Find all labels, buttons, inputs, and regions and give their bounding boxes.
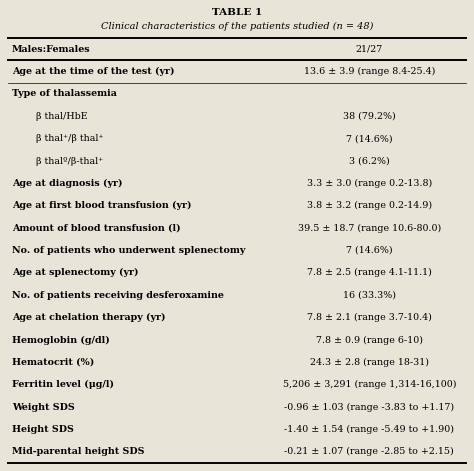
Text: TABLE 1: TABLE 1 (212, 8, 262, 17)
Text: 39.5 ± 18.7 (range 10.6-80.0): 39.5 ± 18.7 (range 10.6-80.0) (298, 224, 441, 233)
Text: 7.8 ± 2.1 (range 3.7-10.4): 7.8 ± 2.1 (range 3.7-10.4) (307, 313, 432, 322)
Text: Age at diagnosis (yr): Age at diagnosis (yr) (12, 179, 122, 188)
Text: 5,206 ± 3,291 (range 1,314-16,100): 5,206 ± 3,291 (range 1,314-16,100) (283, 380, 456, 389)
Text: 13.6 ± 3.9 (range 8.4-25.4): 13.6 ± 3.9 (range 8.4-25.4) (303, 67, 435, 76)
Text: Height SDS: Height SDS (12, 425, 74, 434)
Text: 7.8 ± 2.5 (range 4.1-11.1): 7.8 ± 2.5 (range 4.1-11.1) (307, 268, 432, 277)
Text: -0.96 ± 1.03 (range -3.83 to +1.17): -0.96 ± 1.03 (range -3.83 to +1.17) (284, 403, 455, 412)
Text: -0.21 ± 1.07 (range -2.85 to +2.15): -0.21 ± 1.07 (range -2.85 to +2.15) (284, 447, 454, 456)
Text: 38 (79.2%): 38 (79.2%) (343, 112, 396, 121)
Text: Clinical characteristics of the patients studied (n = 48): Clinical characteristics of the patients… (101, 22, 373, 31)
Text: Males:Females: Males:Females (12, 45, 91, 54)
Text: No. of patients receiving desferoxamine: No. of patients receiving desferoxamine (12, 291, 224, 300)
Text: Amount of blood transfusion (l): Amount of blood transfusion (l) (12, 224, 181, 233)
Text: β thal⁺/β thal⁺: β thal⁺/β thal⁺ (36, 134, 103, 143)
Text: 3.3 ± 3.0 (range 0.2-13.8): 3.3 ± 3.0 (range 0.2-13.8) (307, 179, 432, 188)
Text: No. of patients who underwent splenectomy: No. of patients who underwent splenectom… (12, 246, 246, 255)
Text: 16 (33.3%): 16 (33.3%) (343, 291, 396, 300)
Text: 21/27: 21/27 (356, 45, 383, 54)
Text: 24.3 ± 2.8 (range 18-31): 24.3 ± 2.8 (range 18-31) (310, 358, 429, 367)
Text: Hematocrit (%): Hematocrit (%) (12, 358, 94, 367)
Text: Age at the time of the test (yr): Age at the time of the test (yr) (12, 67, 174, 76)
Text: 7.8 ± 0.9 (range 6-10): 7.8 ± 0.9 (range 6-10) (316, 335, 423, 344)
Text: Age at splenectomy (yr): Age at splenectomy (yr) (12, 268, 138, 277)
Text: Weight SDS: Weight SDS (12, 403, 75, 412)
Text: 7 (14.6%): 7 (14.6%) (346, 134, 392, 143)
Text: β thal/HbE: β thal/HbE (36, 112, 88, 121)
Text: Type of thalassemia: Type of thalassemia (12, 89, 117, 98)
Text: Ferritin level (μg/l): Ferritin level (μg/l) (12, 380, 114, 389)
Text: 3 (6.2%): 3 (6.2%) (349, 156, 390, 165)
Text: Hemoglobin (g/dl): Hemoglobin (g/dl) (12, 335, 110, 344)
Text: 7 (14.6%): 7 (14.6%) (346, 246, 392, 255)
Text: Mid-parental height SDS: Mid-parental height SDS (12, 447, 145, 456)
Text: -1.40 ± 1.54 (range -5.49 to +1.90): -1.40 ± 1.54 (range -5.49 to +1.90) (284, 425, 454, 434)
Text: β thalº/β-thal⁺: β thalº/β-thal⁺ (36, 156, 103, 165)
Text: Age at first blood transfusion (yr): Age at first blood transfusion (yr) (12, 201, 191, 211)
Text: 3.8 ± 3.2 (range 0.2-14.9): 3.8 ± 3.2 (range 0.2-14.9) (307, 201, 432, 211)
Text: Age at chelation therapy (yr): Age at chelation therapy (yr) (12, 313, 165, 322)
